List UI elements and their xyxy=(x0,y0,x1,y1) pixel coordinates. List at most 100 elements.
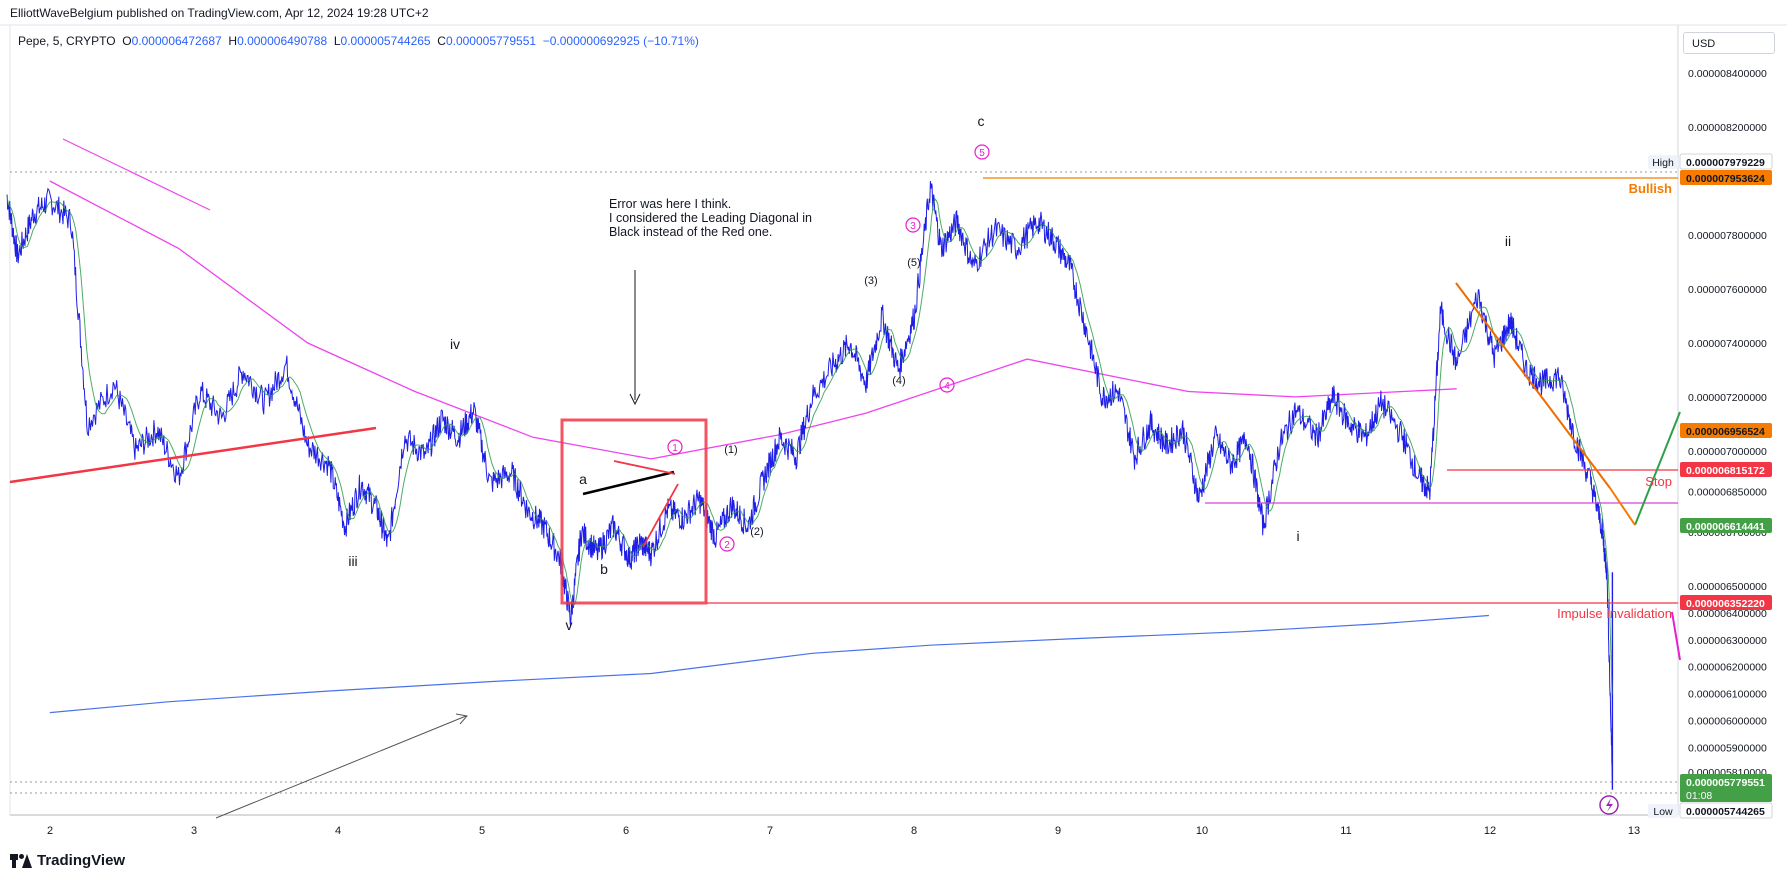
tradingview-logo-icon xyxy=(10,853,32,868)
x-tick-label: 7 xyxy=(767,825,773,837)
blue-moving-average-line xyxy=(49,614,1489,714)
circled-wave-marker xyxy=(905,217,921,233)
y-tick-label: 0.000008400000 xyxy=(1688,68,1767,80)
low-label: L xyxy=(333,34,341,48)
x-tick-label: 5 xyxy=(479,825,485,837)
close-value: 0.000005779551 xyxy=(445,34,537,48)
wave-label: c xyxy=(978,113,985,129)
circled-wave-marker xyxy=(939,377,955,393)
tradingview-logo[interactable]: TradingView xyxy=(10,852,125,869)
wave-label: (3) xyxy=(864,275,877,287)
x-tick-label: 12 xyxy=(1484,825,1496,837)
wave-label: iv xyxy=(450,336,460,352)
circled-wave-marker xyxy=(719,536,735,552)
x-tick-label: 13 xyxy=(1628,825,1640,837)
lightning-glyph xyxy=(1606,798,1613,812)
price-tag xyxy=(1680,462,1772,477)
x-tick-label: 4 xyxy=(335,825,341,837)
y-tick-label: 0.000007600000 xyxy=(1688,284,1767,296)
price-tag xyxy=(1679,802,1773,819)
x-tick-label: 10 xyxy=(1196,825,1208,837)
y-tick-label: 0.000006200000 xyxy=(1688,662,1767,674)
orange-channel-line xyxy=(1455,282,1611,489)
price-tag-label: 0.000006352220 xyxy=(1686,598,1765,610)
magenta-line-start-segment xyxy=(62,138,211,211)
circled-wave-label: 4 xyxy=(944,381,950,392)
attribution-text: ElliottWaveBelgium published on TradingV… xyxy=(10,6,429,20)
x-tick-label: 9 xyxy=(1055,825,1061,837)
red-trendline xyxy=(9,426,377,484)
red-leading-diagonal-lower xyxy=(642,483,679,548)
x-tick-label: 3 xyxy=(191,825,197,837)
fast-moving-average-line xyxy=(6,194,1613,695)
y-tick-label: 0.000007800000 xyxy=(1688,230,1767,242)
circled-wave-marker xyxy=(667,439,683,455)
high-side-label: High xyxy=(1652,157,1674,169)
currency-button[interactable]: USD xyxy=(1683,32,1775,54)
open-label: O xyxy=(122,34,132,48)
low-side-label-bg xyxy=(1648,804,1678,818)
y-tick-label: 0.000006000000 xyxy=(1688,716,1767,728)
price-tag xyxy=(1680,170,1772,185)
x-tick-label: 11 xyxy=(1340,825,1351,837)
red-leading-diagonal-upper xyxy=(613,460,676,475)
high-value: 0.000006490788 xyxy=(237,34,328,48)
wave-label: (1) xyxy=(724,444,737,456)
y-tick-label: 0.000008200000 xyxy=(1688,122,1767,134)
magenta-projection-line xyxy=(1671,611,1681,661)
wave-label: iii xyxy=(348,553,357,569)
price-tag xyxy=(1680,423,1772,438)
ohlc-legend: Pepe, 5, CRYPTO O0.000006472687 H0.00000… xyxy=(18,34,699,48)
y-tick-label: 0.000006500000 xyxy=(1688,581,1767,593)
y-tick-label: 0.000006100000 xyxy=(1688,689,1767,701)
wave-label: (5) xyxy=(907,257,920,269)
x-tick-label: 8 xyxy=(911,825,917,837)
price-tag-label: 0.000005779551 xyxy=(1686,777,1765,789)
circled-wave-marker xyxy=(974,144,990,160)
symbol-name[interactable]: Pepe, 5, CRYPTO xyxy=(18,34,116,48)
wave-label: v xyxy=(566,617,573,633)
wave-label: i xyxy=(1296,528,1299,544)
bullish-label: Bullish xyxy=(1629,181,1672,196)
price-tag xyxy=(1680,774,1772,802)
stop-label: Stop xyxy=(1645,474,1672,489)
low-value: 0.000005744265 xyxy=(340,34,431,48)
green-projection-line xyxy=(1634,411,1681,526)
price-tag xyxy=(1679,153,1773,170)
price-tag-label: 0.000007979229 xyxy=(1686,157,1765,169)
tradingview-brand-text: TradingView xyxy=(37,852,126,869)
y-tick-label: 0.000005900000 xyxy=(1688,743,1767,755)
y-tick-label: 0.000006400000 xyxy=(1688,608,1767,620)
y-tick-label: 0.000006850000 xyxy=(1688,486,1767,498)
x-tick-label: 2 xyxy=(47,825,53,837)
black-leading-diagonal-line xyxy=(582,470,675,496)
price-tag-label: 0.000005744265 xyxy=(1686,806,1765,818)
circled-wave-label: 2 xyxy=(724,540,730,551)
circled-wave-label: 3 xyxy=(910,221,916,232)
low-side-label: Low xyxy=(1653,806,1673,818)
wave-label: (4) xyxy=(892,375,905,387)
price-tag-label: 0.000006614441 xyxy=(1686,521,1765,533)
note-arrow-head xyxy=(629,393,641,406)
price-tag xyxy=(1680,595,1772,610)
x-tick-label: 6 xyxy=(623,825,629,837)
error-note-text: Error was here I think. xyxy=(609,197,731,211)
change-value: −0.000000692925 (−10.71%) xyxy=(542,34,699,48)
price-line xyxy=(6,180,1613,781)
gray-arrow-line xyxy=(215,715,467,819)
y-tick-label: 0.000006300000 xyxy=(1688,635,1767,647)
wave-label: ii xyxy=(1505,233,1511,249)
close-label: C xyxy=(437,34,446,48)
wave-label: (2) xyxy=(750,526,763,538)
y-tick-label: 0.000007000000 xyxy=(1688,446,1767,458)
error-note-text: Black instead of the Red one. xyxy=(609,225,772,239)
price-tag xyxy=(1680,518,1772,533)
wave-label: b xyxy=(600,561,608,577)
price-tag-label: 0.000006956524 xyxy=(1686,426,1765,438)
orange-projection-line xyxy=(1609,487,1636,526)
y-tick-label: 0.000007400000 xyxy=(1688,338,1767,350)
error-note-text: I considered the Leading Diagonal in xyxy=(609,211,812,225)
price-tag-label: 0.000007953624 xyxy=(1686,173,1765,185)
circled-wave-label: 5 xyxy=(979,148,985,159)
